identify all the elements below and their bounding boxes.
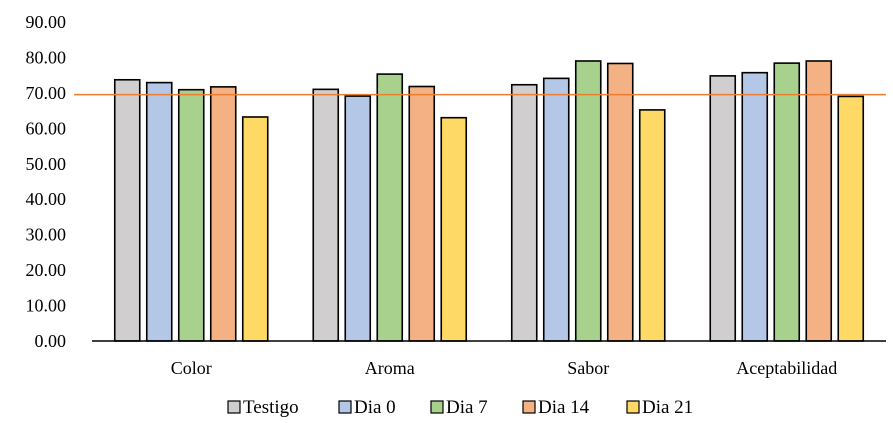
bar-testigo-aceptabilidad [709, 75, 737, 342]
x-category-label: Aceptabilidad [736, 358, 837, 378]
bar-testigo-aroma [312, 88, 340, 342]
legend-label: Dia 21 [642, 397, 693, 418]
legend-label: Dia 7 [446, 397, 488, 418]
y-tick-label: 0.00 [35, 331, 67, 351]
x-category-label: Sabor [567, 358, 609, 378]
legend-swatch [626, 400, 640, 414]
bar-dia-21-aroma [440, 116, 468, 342]
bar-dia-7-sabor [574, 60, 602, 342]
legend: Testigo Dia 0 Dia 7 Dia 14 Dia 21 [227, 397, 693, 418]
y-tick-label: 10.00 [26, 296, 67, 316]
bar-testigo-sabor [510, 83, 538, 342]
bar-dia-7-aceptabilidad [773, 62, 801, 342]
bar-testigo-color [113, 78, 141, 342]
bar-series [113, 60, 865, 342]
bar-dia-14-aroma [408, 85, 436, 342]
legend-swatch [522, 400, 536, 414]
bar-dia-21-sabor [638, 109, 666, 342]
y-tick-label: 90.00 [26, 12, 67, 32]
y-tick-label: 20.00 [26, 260, 67, 280]
bar-dia-7-color [177, 88, 205, 342]
bar-dia-21-color [241, 116, 269, 342]
bar-dia-0-aceptabilidad [741, 71, 769, 342]
legend-label: Dia 14 [538, 397, 590, 418]
legend-label: Dia 0 [354, 397, 396, 418]
bar-dia-14-aceptabilidad [805, 60, 833, 342]
y-tick-label: 50.00 [26, 154, 67, 174]
y-tick-label: 60.00 [26, 118, 67, 138]
bar-dia-0-sabor [542, 77, 570, 342]
bar-dia-0-color [145, 81, 173, 342]
y-tick-label: 70.00 [26, 83, 67, 103]
y-tick-label: 40.00 [26, 189, 67, 209]
y-tick-label: 30.00 [26, 225, 67, 245]
x-axis: Color Aroma Sabor Aceptabilidad [92, 340, 886, 378]
legend-label: Testigo [243, 397, 299, 418]
x-category-label: Color [171, 358, 212, 378]
bar-dia-0-aroma [344, 95, 372, 342]
legend-swatch [430, 400, 444, 414]
y-axis-ticks: 0.00 10.00 20.00 30.00 40.00 50.00 60.00 70.00 8… [26, 12, 67, 351]
legend-swatch [227, 400, 241, 414]
legend-swatch [338, 400, 352, 414]
bar-dia-7-aroma [376, 73, 404, 342]
bar-dia-14-sabor [606, 62, 634, 342]
x-category-label: Aroma [365, 358, 415, 378]
y-tick-label: 80.00 [26, 47, 67, 67]
bar-dia-21-aceptabilidad [837, 95, 865, 342]
bar-dia-14-color [209, 86, 237, 342]
